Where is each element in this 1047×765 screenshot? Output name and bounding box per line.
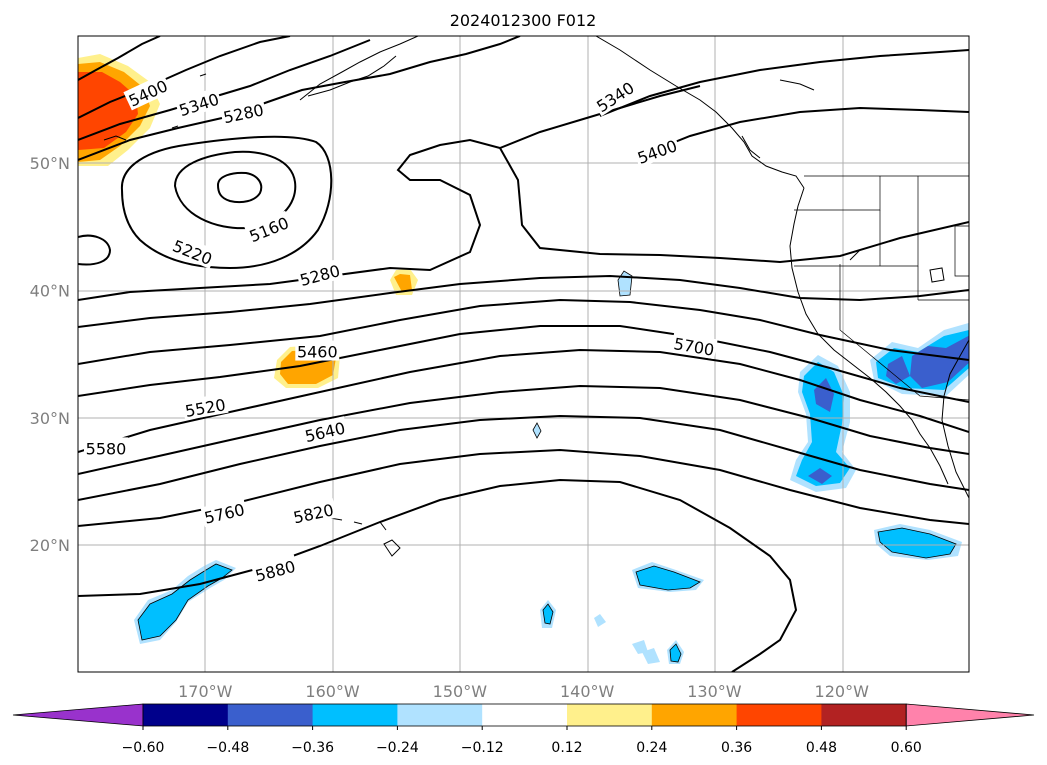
longitude-label: 150°W	[433, 682, 488, 701]
colorbar: −0.60 −0.48 −0.36 −0.24 −0.12 0.12 0.24 0.36 0.4…	[12, 703, 1035, 756]
height-contours	[78, 36, 969, 672]
contour-label-background	[295, 258, 344, 290]
contour-label-background	[632, 133, 681, 168]
colorbar-segment	[567, 704, 653, 726]
colorbar-segment	[821, 704, 907, 726]
colorbar-segment	[651, 704, 738, 726]
colorbar-tick-label: −0.36	[291, 740, 334, 756]
map-frame	[77, 35, 970, 673]
longitude-label: 140°W	[560, 682, 615, 701]
colorbar-tick-label: 0.12	[551, 740, 582, 756]
colorbar-segment	[227, 704, 314, 726]
longitude-label: 170°W	[178, 682, 233, 701]
contour-label-background	[301, 416, 349, 446]
contour-label: 5280	[219, 97, 267, 127]
colorbar-extend-high	[905, 703, 1035, 727]
map-title: 2024012300 F012	[450, 11, 597, 30]
latitude-tick-labels: 50°N 40°N 30°N 20°N	[30, 154, 70, 555]
contour-label-background	[123, 73, 172, 111]
colorbar-segment	[482, 704, 568, 726]
contour-label-background	[84, 437, 129, 458]
contour-label-background	[289, 498, 337, 527]
contour-label-background	[590, 75, 639, 117]
contour-label: 5460	[295, 340, 340, 362]
map-content	[78, 36, 969, 672]
longitude-label: 120°W	[815, 682, 870, 701]
contour-label-background	[219, 97, 267, 127]
colorbar-tick-label: −0.48	[206, 740, 249, 756]
contour-label: 5700	[670, 331, 718, 360]
colorbar-tick-label: 0.48	[806, 740, 837, 756]
colorbar-tick-label: 0.36	[721, 740, 752, 756]
colorbar-extend-low	[12, 703, 144, 727]
latitude-label: 20°N	[30, 536, 70, 555]
colorbar-segment	[312, 704, 398, 726]
colorbar-tick-label: −0.12	[461, 740, 504, 756]
contour-label-background	[251, 554, 299, 586]
longitude-label: 160°W	[305, 682, 360, 701]
contour-label-background	[670, 331, 718, 360]
contour-label-background	[181, 392, 229, 421]
contour-label-text: 5580	[86, 439, 127, 458]
colorbar-segment	[397, 704, 483, 726]
contour-label: 5580	[84, 437, 129, 458]
latitude-label: 50°N	[30, 154, 70, 173]
colorbar-tick-label: −0.24	[376, 740, 419, 756]
contour-label-background	[174, 87, 223, 120]
contour-label-background	[295, 340, 340, 361]
colorbar-segment	[143, 704, 229, 726]
colorbar-tick-label: 0.24	[636, 740, 667, 756]
contour-label-background	[168, 233, 218, 269]
colorbar-tick-label: −0.60	[122, 740, 165, 756]
colorbar-tick-label: 0.60	[891, 740, 922, 756]
colorbar-segment	[736, 704, 822, 726]
longitude-tick-labels: 170°W 160°W 150°W 140°W 130°W 120°W	[178, 682, 869, 701]
map-panel: 5400 5340 52805160522052805460552055805640…	[77, 35, 970, 673]
contour-label-background	[200, 497, 248, 528]
latitude-label: 40°N	[30, 281, 70, 300]
colorbar-frame	[142, 703, 907, 727]
contour-label-background	[244, 210, 293, 246]
longitude-label: 130°W	[687, 682, 742, 701]
contour-label-text: 5460	[297, 343, 338, 362]
latitude-label: 30°N	[30, 409, 70, 428]
